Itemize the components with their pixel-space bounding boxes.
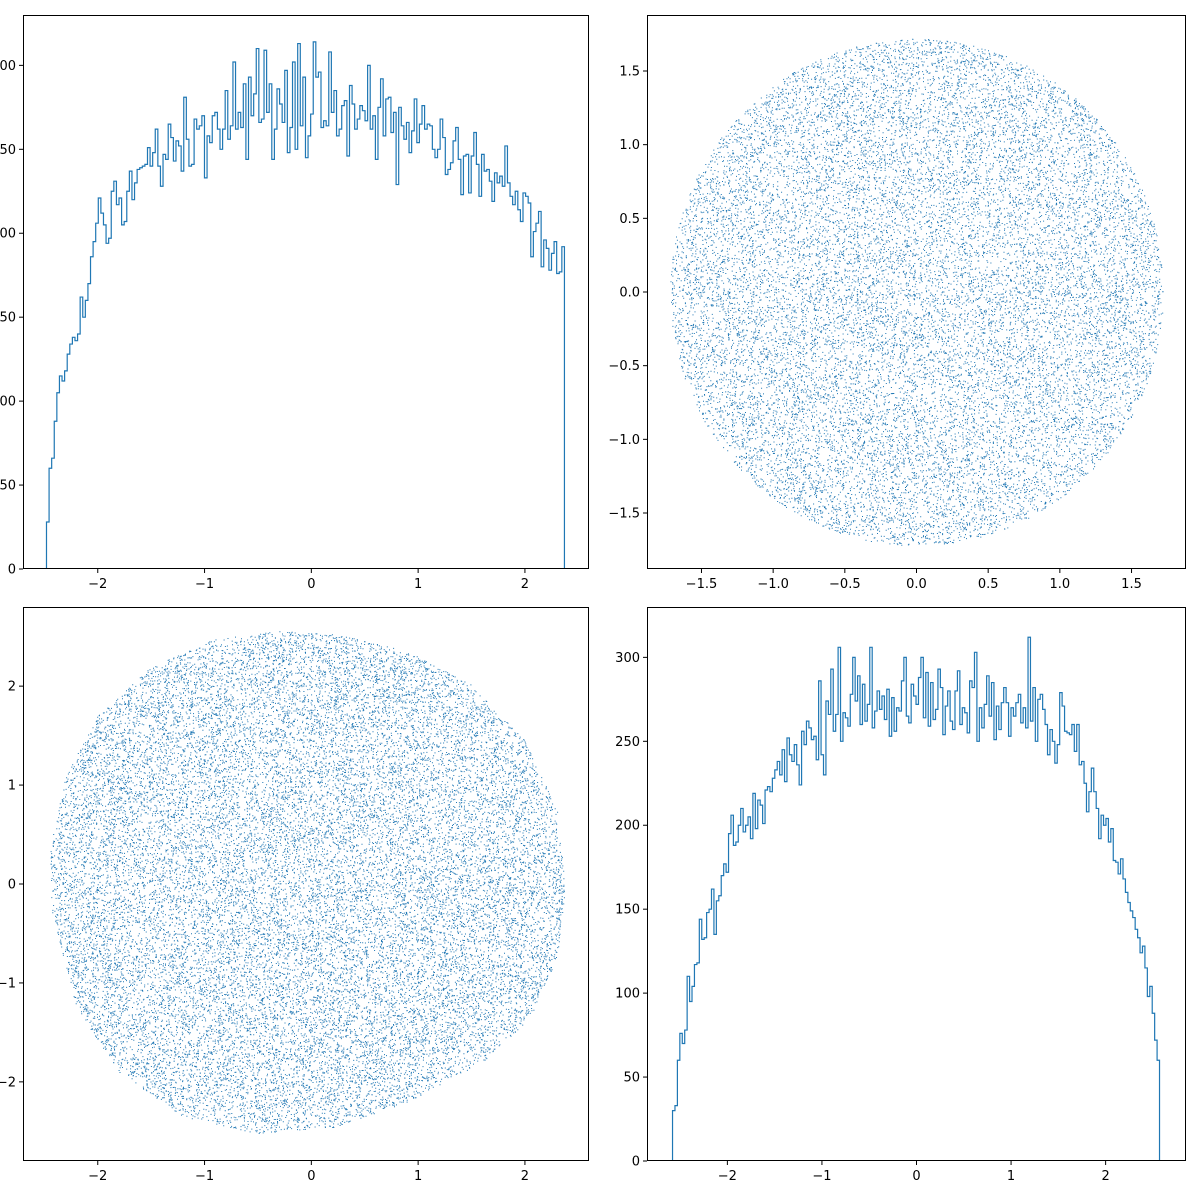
bottom-left-x-tick-label: −1 — [195, 1169, 214, 1184]
bottom-left-plot-area — [50, 631, 565, 1134]
top-left-plot-area — [45, 41, 566, 569]
bottom-right-histogram-panel: −2 −1 0 1 2 0 50 100 150 200 250 300 — [615, 607, 1186, 1184]
top-left-y-tick-label: 250 — [0, 143, 16, 158]
top-left-y-tick-label: 50 — [0, 479, 16, 494]
bottom-left-x-tick-label: 1 — [414, 1169, 422, 1184]
top-left-y-tick-label: 100 — [0, 395, 16, 410]
top-left-x-tick-label: −2 — [88, 577, 107, 592]
top-right-x-tick-label: 0.5 — [978, 577, 999, 592]
bottom-right-y-tick-label: 200 — [615, 819, 640, 834]
top-right-plot-area — [670, 38, 1164, 546]
top-right-x-tick-label: 0.0 — [906, 577, 927, 592]
top-left-y-tick-label: 0 — [8, 563, 16, 578]
top-left-x-tick-label: 1 — [414, 577, 422, 592]
top-left-y-tick-label: 300 — [0, 59, 16, 74]
bottom-left-scatter-panel: −2 −1 0 1 2 −2 −1 0 1 2 — [0, 607, 589, 1184]
top-right-x-tick-label: 1.5 — [1121, 577, 1142, 592]
top-right-y-tick-label: 0.5 — [619, 212, 640, 227]
top-left-y-tick-label: 150 — [0, 311, 16, 326]
top-right-y-tick-label: −1.0 — [608, 433, 640, 448]
top-right-y-tick-label: −0.5 — [608, 359, 640, 374]
bottom-right-y-tick-label: 100 — [615, 987, 640, 1002]
bottom-right-plot-area — [671, 636, 1161, 1161]
bottom-left-scatter-points — [50, 631, 565, 1134]
bottom-left-y-tick-label: −1 — [0, 976, 16, 991]
top-left-histogram-panel: −2 −1 0 1 2 0 50 100 150 200 250 300 — [0, 15, 589, 592]
bottom-right-y-tick-label: 250 — [615, 735, 640, 750]
top-left-x-tick-label: 2 — [521, 577, 529, 592]
top-right-y-tick-label: 1.0 — [619, 138, 640, 153]
top-right-scatter-panel: −1.5 −1.0 −0.5 0.0 0.5 1.0 1.5 −1.5 −1.0 −0.5 0.0 0… — [608, 15, 1186, 592]
bottom-right-x-tick-label: 2 — [1101, 1169, 1109, 1184]
top-left-axes-frame — [23, 15, 589, 569]
top-left-histogram-step — [45, 41, 566, 569]
bottom-right-histogram-step — [671, 636, 1161, 1161]
bottom-right-y-tick-label: 50 — [623, 1071, 640, 1086]
bottom-left-x-tick-label: 0 — [307, 1169, 315, 1184]
top-right-x-tick-label: 1.0 — [1050, 577, 1071, 592]
top-right-x-tick-label: −0.5 — [829, 577, 861, 592]
bottom-right-x-tick-label: 0 — [912, 1169, 920, 1184]
top-right-axes-frame — [647, 15, 1186, 569]
bottom-right-y-tick-label: 300 — [615, 651, 640, 666]
bottom-left-axes-frame — [23, 607, 589, 1161]
bottom-right-x-tick-label: −1 — [812, 1169, 831, 1184]
bottom-right-y-tick-label: 150 — [615, 903, 640, 918]
bottom-left-y-tick-label: 2 — [8, 680, 16, 695]
bottom-right-x-tick-label: 1 — [1007, 1169, 1015, 1184]
bottom-left-x-tick-label: −2 — [88, 1169, 107, 1184]
bottom-left-y-tick-label: 1 — [8, 779, 16, 794]
top-right-y-tick-label: 1.5 — [619, 64, 640, 79]
bottom-left-y-tick-label: 0 — [8, 878, 16, 893]
bottom-left-y-tick-label: −2 — [0, 1075, 16, 1090]
top-left-x-tick-label: −1 — [195, 577, 214, 592]
top-right-x-tick-label: −1.0 — [757, 577, 789, 592]
top-right-y-tick-label: 0.0 — [619, 286, 640, 301]
top-right-scatter-points — [670, 38, 1164, 546]
bottom-right-axes-frame — [647, 607, 1186, 1161]
top-right-x-tick-label: −1.5 — [686, 577, 718, 592]
bottom-left-x-tick-label: 2 — [521, 1169, 529, 1184]
top-right-y-tick-label: −1.5 — [608, 507, 640, 522]
bottom-right-x-tick-label: −2 — [718, 1169, 737, 1184]
top-left-y-tick-label: 200 — [0, 227, 16, 242]
top-left-x-tick-label: 0 — [307, 577, 315, 592]
bottom-right-y-tick-label: 0 — [632, 1155, 640, 1170]
